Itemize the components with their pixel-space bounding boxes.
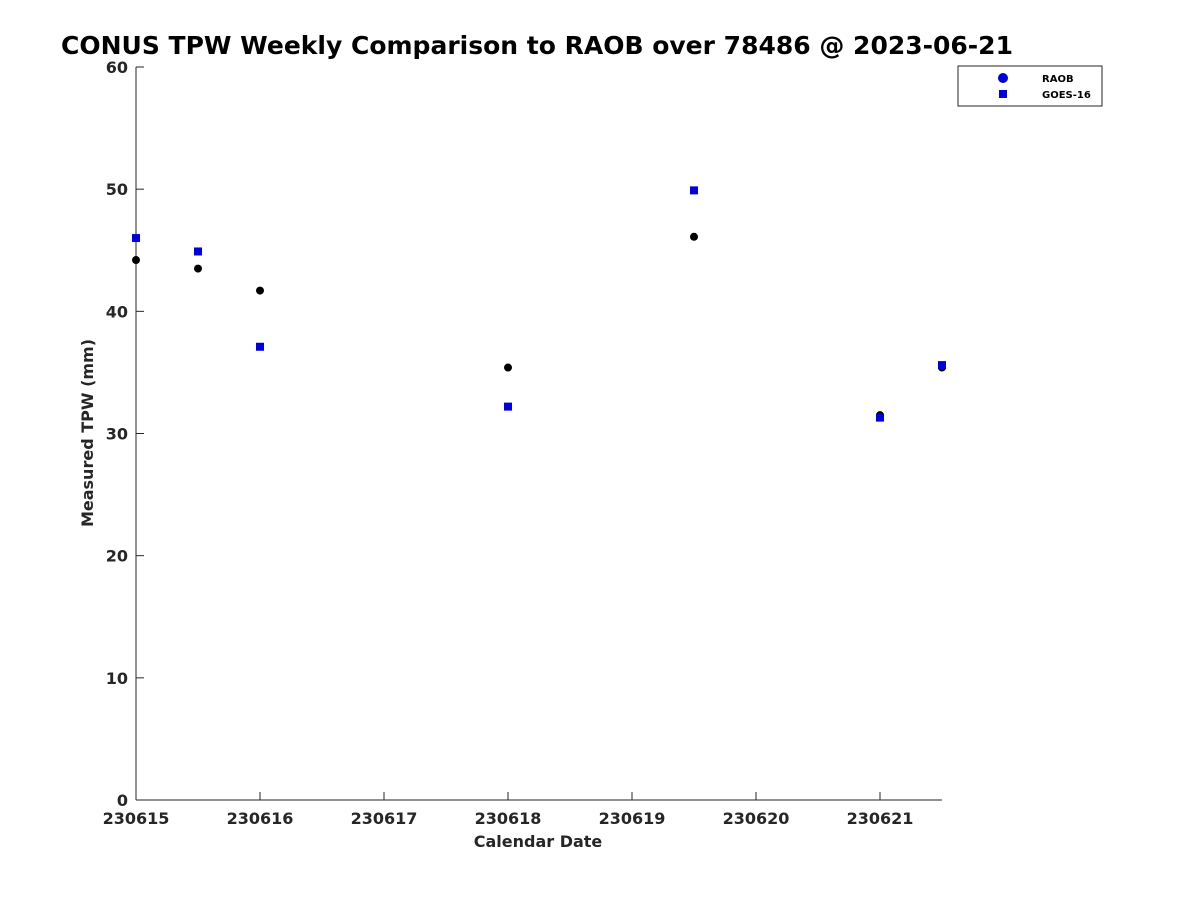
data-point-goes-16 <box>938 361 946 370</box>
legend-marker-goes-16 <box>999 90 1007 98</box>
x-tick-label: 230617 <box>351 809 418 828</box>
data-point-goes-16 <box>132 234 140 243</box>
y-tick-label: 50 <box>106 180 128 199</box>
x-ticks: 230615 230616 230617 230618 230619 230620 2306… <box>103 792 914 828</box>
series-layer <box>132 186 946 422</box>
data-point-goes-16 <box>256 342 264 351</box>
data-point-goes-16 <box>690 186 698 195</box>
data-point-goes-16 <box>504 402 512 411</box>
x-tick-label: 230618 <box>475 809 542 828</box>
y-ticks: 0 10 20 30 40 50 60 <box>106 58 144 810</box>
data-point-goes-16 <box>876 413 884 422</box>
y-tick-label: 0 <box>117 791 128 810</box>
legend-label-goes-16: GOES-16 <box>1042 90 1091 101</box>
data-point-raob <box>690 232 698 241</box>
series-raob <box>132 232 946 420</box>
x-tick-label: 230621 <box>847 809 914 828</box>
plot-axes <box>135 67 942 801</box>
data-point-raob <box>256 286 264 295</box>
y-tick-label: 60 <box>106 58 128 77</box>
y-tick-label: 20 <box>106 547 128 566</box>
legend-label-raob: RAOB <box>1042 74 1074 85</box>
x-tick-label: 230615 <box>103 809 170 828</box>
series-goes-16 <box>132 186 946 422</box>
y-tick-label: 40 <box>106 302 128 321</box>
chart-title: CONUS TPW Weekly Comparison to RAOB over… <box>61 31 1013 60</box>
data-point-raob <box>194 264 202 273</box>
x-tick-label: 230616 <box>227 809 294 828</box>
legend: RAOB GOES-16 <box>957 65 1103 107</box>
data-point-goes-16 <box>194 247 202 256</box>
y-tick-label: 10 <box>106 669 128 688</box>
x-axis-label: Calendar Date <box>474 832 603 851</box>
x-tick-label: 230619 <box>599 809 666 828</box>
x-tick-label: 230620 <box>723 809 790 828</box>
data-point-raob <box>504 363 512 372</box>
y-tick-label: 30 <box>106 425 128 444</box>
legend-marker-raob <box>998 73 1008 83</box>
legend-box <box>957 65 1103 107</box>
data-point-raob <box>132 256 140 265</box>
y-axis-label: Measured TPW (mm) <box>78 339 97 527</box>
